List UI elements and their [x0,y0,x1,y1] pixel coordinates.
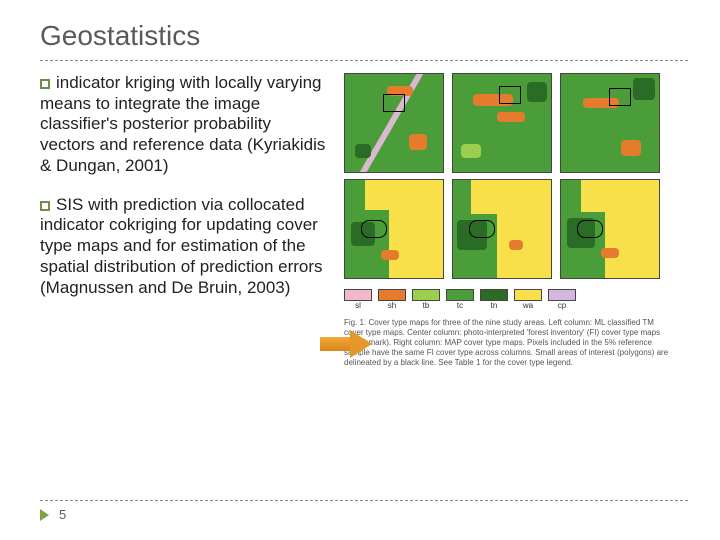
footer-triangle-icon [40,509,49,521]
legend-item-sl: sl [344,289,372,310]
footer-divider [40,500,688,501]
legend-swatch [344,289,372,301]
map-tile-r1c1 [344,73,444,173]
aoi-box [383,94,405,112]
legend-swatch [480,289,508,301]
legend-item-tb: tb [412,289,440,310]
map-grid [344,73,674,279]
map-tile-r2c1 [344,179,444,279]
page-number: 5 [59,507,66,522]
legend-label: sl [355,301,361,310]
aoi-box [469,220,495,238]
legend: sl sh tb tc tn wa cp [344,289,674,310]
legend-item-wa: wa [514,289,542,310]
aoi-box [361,220,387,238]
legend-swatch [378,289,406,301]
arrow-icon [320,330,376,358]
legend-label: tc [457,301,463,310]
title-divider [40,60,688,61]
legend-swatch [446,289,474,301]
bullet-1-head: indicator [56,73,120,92]
legend-label: wa [523,301,533,310]
bullet-2: SIS with prediction via collocated indic… [40,195,330,299]
legend-item-tc: tc [446,289,474,310]
footer-row: 5 [40,507,688,522]
legend-label: cp [558,301,566,310]
legend-swatch [514,289,542,301]
map-tile-r2c2 [452,179,552,279]
slide-title: Geostatistics [40,20,688,52]
legend-label: sh [388,301,396,310]
aoi-box [577,220,603,238]
footer: 5 [40,500,688,522]
content-row: indicator kriging with locally varying m… [40,73,688,368]
map-tile-r2c3 [560,179,660,279]
legend-swatch [548,289,576,301]
figure-caption: Fig. 1. Cover type maps for three of the… [344,318,674,368]
slide: Geostatistics indicator kriging with loc… [0,0,720,540]
legend-label: tb [423,301,430,310]
aoi-box [609,88,631,106]
figure-column: sl sh tb tc tn wa cp Fig. 1. Cover type maps f… [344,73,674,368]
map-tile-r1c2 [452,73,552,173]
bullet-box-icon [40,79,50,89]
bullet-2-head: SIS [56,195,83,214]
legend-label: tn [491,301,498,310]
legend-item-sh: sh [378,289,406,310]
legend-item-cp: cp [548,289,576,310]
bullet-box-icon [40,201,50,211]
aoi-box [499,86,521,104]
bullet-1: indicator kriging with locally varying m… [40,73,330,177]
legend-item-tn: tn [480,289,508,310]
legend-swatch [412,289,440,301]
map-tile-r1c3 [560,73,660,173]
text-column: indicator kriging with locally varying m… [40,73,330,368]
bullet-2-rest: with prediction via collocated indicator… [40,195,323,297]
